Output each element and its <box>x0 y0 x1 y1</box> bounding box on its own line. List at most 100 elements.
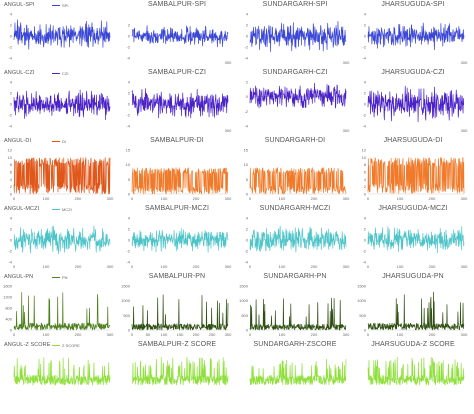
sambalpur-mczi-xtick-2: 200 <box>193 264 200 269</box>
sambalpur-czi-xtick-0: 300 <box>225 128 232 133</box>
jharsuguda-pn-series-line <box>367 291 465 331</box>
sundargarh-di-ytick-2: 10 <box>244 162 249 167</box>
sundargarh-zscore-chart: SUNDARGARH-ZSCORE <box>236 340 354 408</box>
sambalpur-pn-xtick-3: 150 <box>177 332 184 337</box>
sundargarh-spi-ytick-1: -2 <box>244 45 248 50</box>
angul-mczi-xtick-3: 300 <box>107 264 114 269</box>
angul-czi-ytick-1: -2 <box>8 113 12 118</box>
sambalpur-pn-ytick-2: 1000 <box>121 298 131 303</box>
sambalpur-di-ytick-1: 5 <box>128 177 131 182</box>
jharsuguda-pn-title: JHARSUGUDA-PN <box>382 273 444 280</box>
angul-spi-plot: -4 -2 0 2 4 <box>8 12 111 61</box>
angul-pn-ytick-0: 0 <box>10 328 13 333</box>
sambalpur-zscore-plot <box>131 356 229 386</box>
jharsuguda-zscore-plot <box>367 356 465 386</box>
angul-mczi-ytick-4: 4 <box>10 216 13 221</box>
sundargarh-spi-plot: -4 -2 0 2 4 300 <box>244 12 350 66</box>
angul-spi-title: ANGUL-SPI <box>4 2 35 8</box>
angul-mczi-legend-swatch <box>52 208 60 211</box>
angul-czi-legend: CZI <box>52 71 68 76</box>
angul-mczi-ytick-0: -4 <box>8 260 12 265</box>
sundargarh-spi-chart: SUNDARGARH-SPI -4 -2 0 2 4 300 <box>236 0 354 68</box>
jharsuguda-mczi-chart: JHARSUGUDA-MCZI -4 -2 0 2 4 0 100 200 300 <box>354 204 472 272</box>
sambalpur-pn-ytick-1: 500 <box>123 313 130 318</box>
sundargarh-pn-title: SUNDARGARH-PN <box>263 273 327 280</box>
sundargarh-di-series-line <box>249 167 347 195</box>
sambalpur-spi-ytick-3: 2 <box>128 23 131 28</box>
sundargarh-spi-ytick-2: 0 <box>246 34 249 39</box>
sundargarh-pn-plot: 0 500 1000 1500 0 100 200 300 <box>239 284 350 338</box>
sambalpur-spi-ytick-2: 0 <box>128 34 131 39</box>
sundargarh-di-xtick-0: 0 <box>249 196 252 201</box>
jharsuguda-di-chart: JHARSUGUDA-DI 0 2 4 6 8 10 12 0 100 200 300 <box>354 136 472 204</box>
jharsuguda-di-xtick-1: 100 <box>397 196 404 201</box>
angul-czi-plot: -4 -2 0 2 4 <box>8 80 111 129</box>
sambalpur-pn-xtick-5: 250 <box>209 332 216 337</box>
sundargarh-mczi-ytick-1: -2 <box>244 249 248 254</box>
sundargarh-czi-ytick-1: -2 <box>244 109 248 114</box>
jharsuguda-spi-ytick-3: 2 <box>364 23 367 28</box>
jharsuguda-czi-series-line <box>367 85 465 123</box>
sundargarh-pn-xtick-2: 200 <box>311 332 318 337</box>
angul-di-series-line <box>13 157 111 195</box>
sambalpur-mczi-xtick-3: 300 <box>225 264 232 269</box>
angul-zscore-plot <box>13 357 111 386</box>
sundargarh-pn-ytick-1: 500 <box>241 313 248 318</box>
sambalpur-di-ytick-2: 10 <box>126 162 131 167</box>
jharsuguda-di-xtick-0: 0 <box>367 196 370 201</box>
jharsuguda-mczi-xtick-1: 100 <box>397 264 404 269</box>
angul-mczi-xtick-0: 0 <box>13 264 16 269</box>
angul-spi-ytick-0: -4 <box>8 56 12 61</box>
jharsuguda-di-xtick-3: 300 <box>461 196 468 201</box>
sambalpur-di-ytick-0: 0 <box>128 192 131 197</box>
angul-mczi-xtick-2: 200 <box>75 264 82 269</box>
sundargarh-di-chart: SUNDARGARH-DI 0 5 10 15 0 100 200 300 <box>236 136 354 204</box>
jharsuguda-di-ytick-6: 12 <box>362 148 367 153</box>
sambalpur-mczi-title: SAMBALPUR-MCZI <box>144 205 210 212</box>
angul-czi-legend-label: CZI <box>62 71 69 76</box>
sambalpur-spi-plot: -4 -2 0 2 300 <box>126 23 232 66</box>
sambalpur-zscore-title: SAMBALPUR-Z SCORE <box>137 341 217 348</box>
sambalpur-mczi-xtick-1: 100 <box>161 264 168 269</box>
angul-pn-title: ANGUL-PN <box>4 274 34 280</box>
angul-spi-ytick-3: 2 <box>10 23 13 28</box>
angul-mczi-chart: ANGUL-MCZI MCZI -4 -2 0 2 4 0 100 200 300 <box>0 204 118 272</box>
angul-mczi-series-line <box>13 225 111 255</box>
sundargarh-pn-xtick-0: 0 <box>249 332 252 337</box>
sundargarh-di-ytick-0: 0 <box>246 192 249 197</box>
jharsuguda-pn-xtick-1: 100 <box>397 332 404 337</box>
sambalpur-mczi-ytick-3: 2 <box>128 227 131 232</box>
sundargarh-mczi-ytick-3: 2 <box>246 227 249 232</box>
jharsuguda-czi-plot: -4 -2 0 2 4 300 <box>362 80 468 134</box>
sambalpur-di-plot: 0 5 10 15 0 100 200 300 <box>126 148 233 202</box>
jharsuguda-pn-xtick-0: 0 <box>367 332 370 337</box>
jharsuguda-pn-ytick-2: 1000 <box>357 298 367 303</box>
jharsuguda-czi-chart: JHARSUGUDA-CZI -4 -2 0 2 4 300 <box>354 68 472 136</box>
jharsuguda-spi-plot: -4 -2 0 2 4 300 <box>362 12 468 66</box>
angul-di-plot: 0 2 4 6 8 10 12 0 100 200 300 <box>8 148 115 202</box>
sambalpur-pn-chart: SAMBALPUR-PN 0 500 1000 1500 0 50 100 150 200 250 3… <box>118 272 236 340</box>
sambalpur-pn-xtick-1: 50 <box>146 332 151 337</box>
sambalpur-pn-xtick-2: 100 <box>161 332 168 337</box>
sundargarh-spi-title: SUNDARGARH-SPI <box>262 1 328 8</box>
jharsuguda-spi-ytick-1: -2 <box>362 45 366 50</box>
sambalpur-spi-xtick-0: 300 <box>225 60 232 65</box>
angul-zscore-legend: Z SCORE <box>52 343 80 348</box>
sambalpur-czi-series-line <box>131 88 229 119</box>
sambalpur-pn-series-line <box>131 294 229 331</box>
sambalpur-mczi-ytick-0: -4 <box>126 260 130 265</box>
angul-czi-legend-swatch <box>52 72 60 75</box>
sundargarh-czi-series-line <box>249 82 347 109</box>
angul-czi-series-line <box>13 89 111 121</box>
angul-pn-ytick-1: 400 <box>5 317 12 322</box>
jharsuguda-mczi-plot: -4 -2 0 2 4 0 100 200 300 <box>362 216 468 270</box>
angul-pn-xtick-2: 200 <box>75 332 82 337</box>
angul-pn-series-line <box>13 292 111 331</box>
sambalpur-pn-ytick-3: 1500 <box>121 284 131 289</box>
sambalpur-di-xtick-3: 300 <box>225 196 232 201</box>
angul-mczi-plot: -4 -2 0 2 4 0 100 200 300 <box>8 216 114 270</box>
sundargarh-mczi-title: SUNDARGARH-MCZI <box>259 205 331 212</box>
angul-czi-ytick-2: 0 <box>10 102 13 107</box>
angul-mczi-legend-label: MCZI <box>62 207 72 212</box>
jharsuguda-pn-ytick-1: 500 <box>359 313 366 318</box>
